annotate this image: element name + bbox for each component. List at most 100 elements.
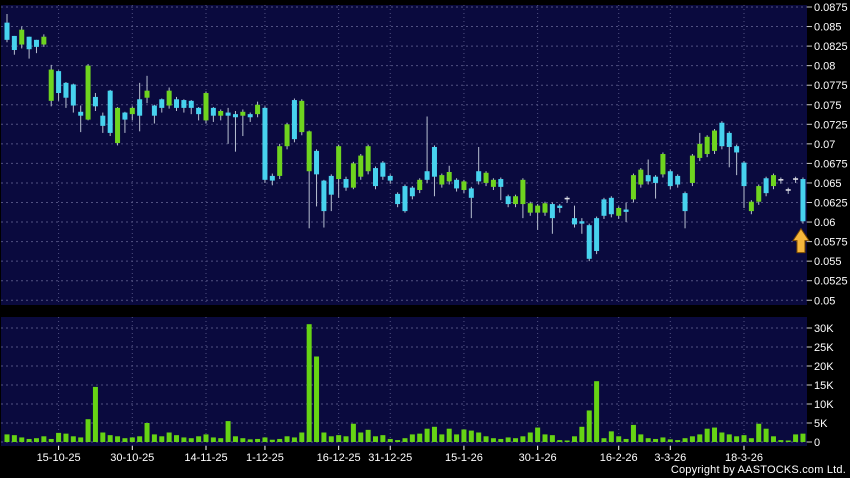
volume-bar <box>726 434 732 442</box>
volume-bar <box>535 427 541 442</box>
volume-bar <box>41 436 47 442</box>
volume-bar <box>284 436 290 442</box>
date-label: 16-2-26 <box>600 452 638 464</box>
buy-signal-arrow-icon <box>792 227 810 254</box>
candle-body <box>667 171 673 187</box>
volume-bar <box>793 434 799 442</box>
volume-bar <box>505 437 511 442</box>
candle-body <box>675 175 681 185</box>
candle-body <box>210 107 216 116</box>
candle-body <box>232 114 238 118</box>
volume-bar <box>350 423 356 442</box>
candle-body <box>48 69 54 101</box>
axis-label: 0.07 <box>814 139 835 151</box>
candle-body <box>291 100 297 140</box>
volume-bar <box>358 432 364 442</box>
candle-body <box>623 209 629 212</box>
axis-label: 0.08 <box>814 61 835 73</box>
axis-label: 0.055 <box>814 256 842 268</box>
candle-body <box>306 131 312 172</box>
volume-bar <box>483 436 489 442</box>
candle-body <box>33 39 39 47</box>
candle-body <box>461 181 467 190</box>
axis-label: 0.0675 <box>814 158 848 170</box>
axis-label: 30K <box>814 323 834 335</box>
candle-body <box>26 36 32 50</box>
candle-body <box>255 104 261 115</box>
volume-bar <box>78 437 84 442</box>
candle-body <box>92 96 98 107</box>
candle-body <box>262 107 268 180</box>
candle-body <box>11 35 17 51</box>
volume-bar <box>33 438 39 442</box>
date-label: 15-1-26 <box>445 452 483 464</box>
candle-body <box>100 115 106 126</box>
candle-body <box>513 196 519 205</box>
volume-bar <box>151 434 157 442</box>
axis-label: 0.0625 <box>814 198 848 210</box>
volume-bar <box>719 432 725 442</box>
candle-body <box>439 175 445 185</box>
volume-bar <box>513 438 519 442</box>
volume-bar <box>240 438 246 442</box>
candle-body <box>424 171 430 180</box>
volume-bar <box>616 436 622 442</box>
candle-body <box>4 22 10 40</box>
volume-bar <box>321 432 327 442</box>
candle-body <box>476 171 482 182</box>
axis-label: 0 <box>814 437 820 449</box>
candle-body <box>549 204 555 219</box>
candle-body <box>778 179 784 181</box>
volume-bar <box>174 435 180 442</box>
candle-body <box>343 179 349 188</box>
candle-body <box>535 205 541 213</box>
candle-body <box>409 187 415 197</box>
candle-body <box>468 188 474 198</box>
date-label: 3-3-26 <box>654 452 686 464</box>
candle-body <box>78 111 84 116</box>
volume-bar <box>85 419 91 442</box>
volume-bar <box>343 436 349 442</box>
volume-bar <box>387 438 393 442</box>
volume-bar <box>527 432 533 442</box>
candle-body <box>196 107 202 115</box>
candle-body <box>557 205 563 208</box>
volume-bar <box>763 428 769 442</box>
candle-body <box>748 201 754 212</box>
volume-bar <box>741 435 747 442</box>
axis-label: 5K <box>814 418 828 430</box>
date-label: 31-12-25 <box>368 452 412 464</box>
candle-body <box>505 196 511 205</box>
candle-body <box>56 71 62 94</box>
candle-body <box>594 218 600 251</box>
volume-bar <box>19 437 25 442</box>
candle-body <box>483 172 489 183</box>
candle-body <box>63 82 69 98</box>
volume-bar <box>667 439 673 442</box>
volume-bar <box>653 438 659 442</box>
axis-label: 0.0525 <box>814 276 848 288</box>
volume-bar <box>255 438 261 442</box>
volume-bar <box>56 432 62 442</box>
volume-bar <box>196 436 202 442</box>
candle-body <box>527 203 533 213</box>
candle-body <box>763 178 769 194</box>
volume-bar <box>70 436 76 442</box>
date-label: 1-12-25 <box>246 452 284 464</box>
volume-bar <box>115 436 121 442</box>
date-label: 30-1-26 <box>519 452 557 464</box>
volume-bar <box>100 432 106 442</box>
volume-bar <box>336 435 342 442</box>
candle-body <box>358 155 364 177</box>
candle-body <box>85 65 91 120</box>
candle-body <box>446 172 452 182</box>
volume-bar <box>682 438 688 442</box>
volume-bar <box>645 438 651 442</box>
candle-body <box>277 146 283 176</box>
volume-bar <box>277 438 283 442</box>
volume-bar <box>608 431 614 442</box>
candle-body <box>704 136 710 155</box>
volume-bar <box>454 434 460 442</box>
candle-body <box>498 179 504 187</box>
candle-body <box>645 175 651 182</box>
